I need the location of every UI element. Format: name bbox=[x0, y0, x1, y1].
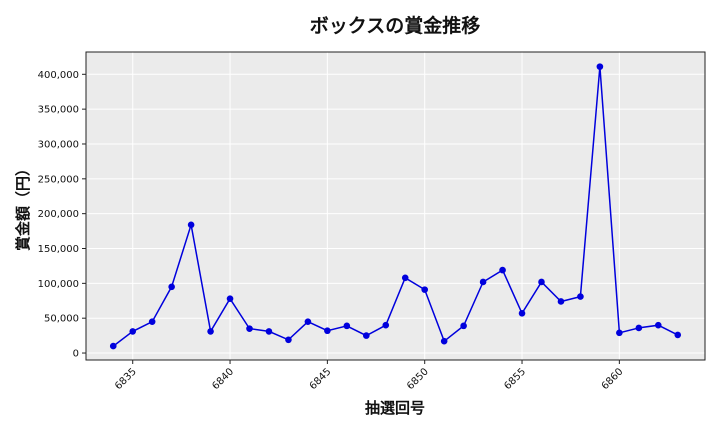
data-point bbox=[518, 310, 526, 317]
plot-area bbox=[86, 52, 705, 360]
grid-lines bbox=[86, 52, 705, 360]
y-tick-label: 0 bbox=[73, 349, 79, 360]
x-tick-label: 6860 bbox=[600, 366, 626, 392]
x-tick-label: 6845 bbox=[308, 366, 334, 392]
y-tick-label: 50,000 bbox=[44, 314, 79, 325]
data-point bbox=[207, 328, 214, 335]
data-point bbox=[109, 342, 117, 350]
data-point bbox=[499, 266, 506, 274]
data-point bbox=[421, 286, 428, 293]
y-tick-label: 150,000 bbox=[38, 244, 79, 255]
data-point bbox=[148, 318, 156, 325]
data-point bbox=[343, 322, 351, 330]
data-point bbox=[382, 321, 390, 329]
y-tick-label: 250,000 bbox=[38, 174, 79, 185]
data-point bbox=[129, 328, 137, 335]
data-point bbox=[187, 221, 195, 229]
data-point bbox=[304, 318, 312, 325]
x-tick-label: 6855 bbox=[502, 366, 528, 392]
data-point bbox=[460, 322, 467, 330]
data-point bbox=[324, 327, 331, 335]
data-point bbox=[265, 328, 273, 335]
x-tick-label: 6850 bbox=[405, 366, 431, 392]
data-point bbox=[654, 321, 662, 329]
data-point bbox=[596, 63, 604, 70]
data-point bbox=[401, 274, 409, 282]
x-axis-label: 抽選回号 bbox=[365, 399, 425, 417]
data-point bbox=[616, 329, 623, 337]
data-point bbox=[674, 331, 682, 339]
data-point bbox=[538, 278, 545, 286]
data-point bbox=[577, 293, 584, 300]
data-point bbox=[246, 325, 253, 332]
y-tick-label: 400,000 bbox=[38, 70, 79, 81]
y-tick-label: 300,000 bbox=[38, 139, 79, 150]
data-point bbox=[168, 283, 175, 291]
chart-title: ボックスの賞金推移 bbox=[310, 14, 480, 37]
y-tick-label: 100,000 bbox=[38, 279, 79, 290]
x-axis: 6835 6840 6845 6850 6855 6860 bbox=[113, 360, 625, 392]
data-point bbox=[479, 278, 487, 286]
data-point bbox=[635, 324, 643, 332]
y-axis: 0 50,000 100,000 150,000 200,000 250,000 300,0… bbox=[38, 70, 86, 360]
x-tick-label: 6840 bbox=[210, 366, 236, 392]
data-point bbox=[557, 298, 565, 305]
y-tick-label: 200,000 bbox=[38, 209, 79, 220]
data-point bbox=[226, 295, 234, 302]
data-points bbox=[109, 63, 682, 350]
series-line bbox=[112, 66, 679, 347]
data-point bbox=[285, 336, 292, 344]
plot-frame bbox=[85, 51, 706, 361]
x-tick-label: 6835 bbox=[113, 366, 139, 392]
y-axis-label: 賞金額（円） bbox=[14, 161, 32, 251]
data-point bbox=[440, 337, 448, 345]
y-tick-label: 350,000 bbox=[38, 105, 79, 116]
data-point bbox=[363, 332, 370, 339]
